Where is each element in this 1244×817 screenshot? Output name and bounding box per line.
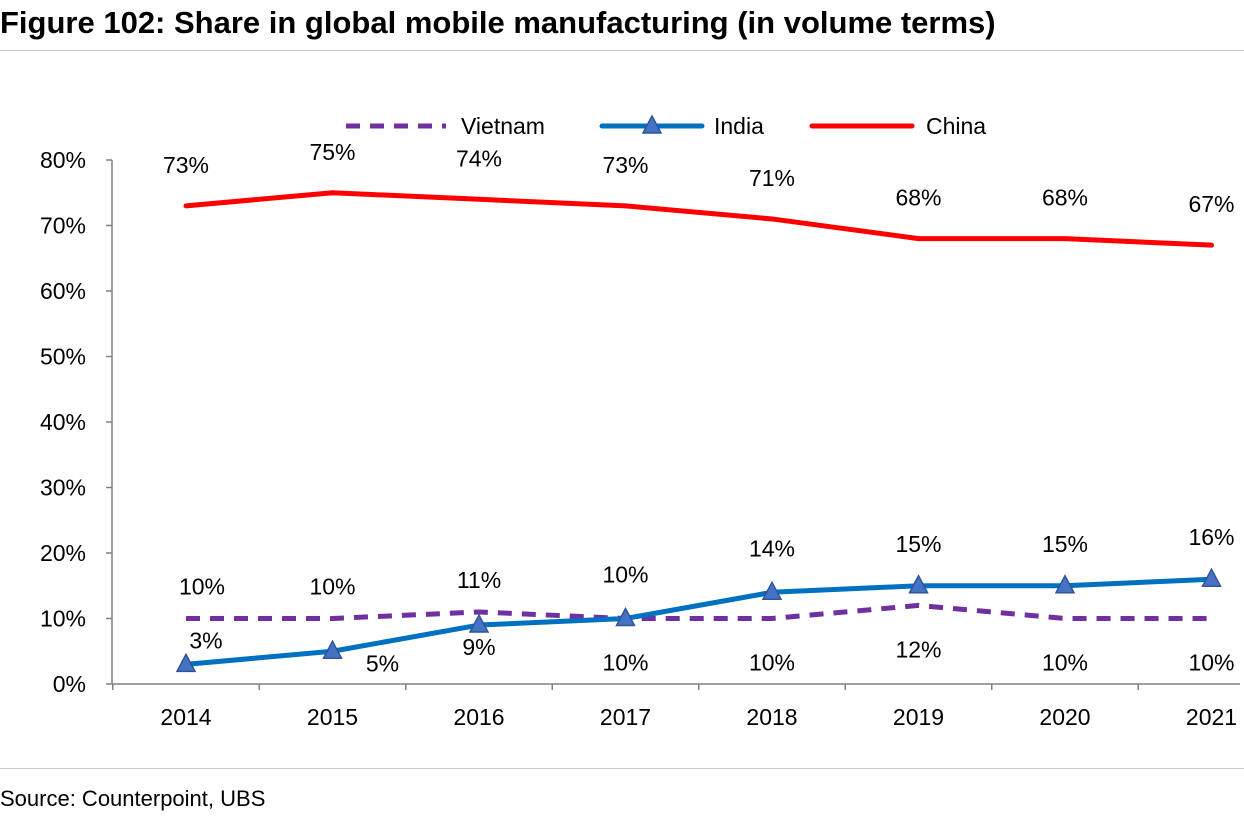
y-tick-label: 20% (40, 540, 86, 566)
marker-india (761, 580, 783, 601)
marker-india (1054, 574, 1076, 594)
x-tick-label: 2018 (746, 704, 797, 730)
data-label-vietnam: 12% (895, 636, 941, 662)
x-tick-label: 2019 (893, 704, 944, 730)
data-label-china: 74% (456, 145, 502, 171)
legend: Vietnam India China (346, 113, 986, 139)
marker-india (908, 574, 929, 594)
data-label-vietnam: 10% (179, 574, 225, 600)
marker-india (615, 606, 636, 627)
series-layer (175, 190, 1222, 673)
x-tick-label: 2020 (1039, 704, 1090, 730)
series-line-china (183, 190, 1214, 248)
legend-label-china: China (926, 113, 986, 139)
axes: 0% 10% 20% 30% 40% 50% 60% 70% 80% 2014 2015 2016 20… (40, 147, 1240, 730)
data-label-china: 67% (1188, 191, 1234, 217)
data-label-india: 14% (749, 535, 795, 561)
data-label-china: 68% (895, 185, 941, 211)
y-tick-label: 10% (40, 606, 86, 632)
x-tick-label: 2014 (160, 704, 211, 730)
y-tick-label: 0% (53, 671, 86, 697)
data-label-china: 68% (1042, 185, 1088, 211)
legend-label-vietnam: Vietnam (461, 113, 545, 139)
marker-india (322, 639, 343, 659)
data-label-china: 73% (163, 152, 209, 178)
top-divider (0, 50, 1244, 51)
data-label-vietnam: 10% (1042, 650, 1088, 676)
data-label-india: 16% (1188, 524, 1234, 550)
bottom-divider (0, 768, 1244, 769)
y-tick-label: 50% (40, 344, 86, 370)
data-label-india: 9% (462, 634, 495, 660)
page-title: Figure 102: Share in global mobile manuf… (0, 5, 996, 40)
marker-india (1201, 567, 1222, 587)
data-label-vietnam: 10% (749, 650, 795, 676)
data-labels: 10% 10% 11% 10% 10% 12% 10% 10% 3% 5% 9% 10% 14% 15% 1… (163, 139, 1235, 677)
legend-label-india: India (714, 113, 764, 139)
data-label-china: 73% (602, 152, 648, 178)
data-label-vietnam: 10% (1188, 650, 1234, 676)
x-tick-label: 2015 (307, 704, 358, 730)
data-label-vietnam: 11% (457, 567, 501, 593)
data-label-vietnam: 10% (309, 574, 355, 600)
data-label-china: 75% (309, 139, 355, 165)
legend-marker-india (641, 114, 663, 134)
series-line-vietnam (186, 602, 1212, 621)
y-tick-label: 40% (40, 409, 86, 435)
source-note: Source: Counterpoint, UBS (0, 786, 266, 811)
data-label-india: 5% (366, 650, 399, 676)
y-tick-label: 80% (40, 147, 86, 173)
data-label-india: 15% (895, 531, 941, 557)
line-chart: 0% 10% 20% 30% 40% 50% 60% 70% 80% 2014 2015 2016 20… (40, 113, 1240, 730)
data-label-india: 3% (189, 627, 222, 653)
marker-india (175, 652, 197, 673)
x-tick-label: 2016 (453, 704, 504, 730)
data-label-vietnam: 10% (602, 650, 648, 676)
data-label-india: 15% (1042, 531, 1088, 557)
series-line-india (183, 576, 1214, 667)
y-tick-label: 30% (40, 475, 86, 501)
x-tick-label: 2017 (600, 704, 651, 730)
marker-india (468, 613, 490, 633)
y-tick-label: 60% (40, 278, 86, 304)
y-tick-label: 70% (40, 213, 86, 239)
data-label-china: 71% (749, 165, 795, 191)
x-tick-label: 2021 (1186, 704, 1237, 730)
data-label-india: 10% (602, 562, 648, 588)
